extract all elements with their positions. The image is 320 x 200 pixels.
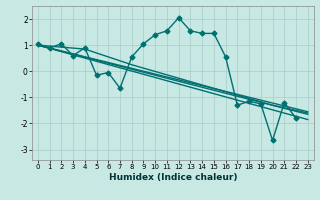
X-axis label: Humidex (Indice chaleur): Humidex (Indice chaleur) <box>108 173 237 182</box>
